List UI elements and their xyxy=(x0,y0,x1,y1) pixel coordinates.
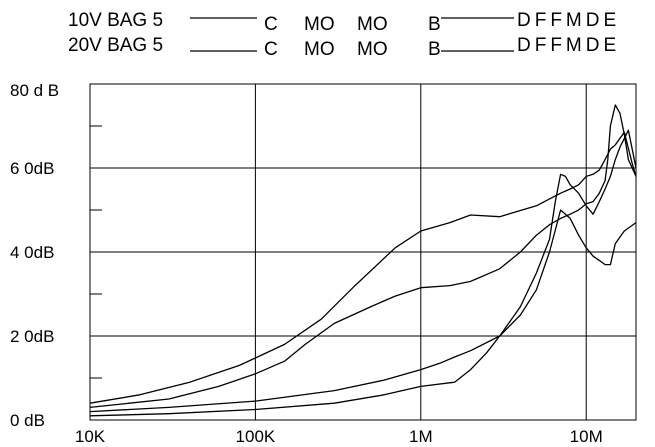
legend-row-2-label-4: B xyxy=(428,39,441,60)
series-line-2 xyxy=(89,104,637,409)
legend-row-1-label-4: B xyxy=(428,14,441,35)
legend-row-2: 20V BAG 5 C MO MO B DFFMDE xyxy=(68,35,620,60)
legend: 10V BAG 5 C MO MO B DFFMDE 20V BAG 5 C M… xyxy=(68,10,620,60)
series-line-4 xyxy=(89,129,637,417)
legend-row-1-label-2: MO xyxy=(304,14,335,35)
plot-area xyxy=(89,83,637,421)
legend-row-1-left: 10V BAG 5 xyxy=(68,10,163,31)
legend-row-2-label-5: DFFMDE xyxy=(517,35,620,56)
legend-row-1-label-3: MO xyxy=(357,14,388,35)
legend-row-2-left: 20V BAG 5 xyxy=(68,35,163,56)
y-tick-label-3: 6 0dB xyxy=(10,159,54,178)
y-tick-label-4: 80 d B xyxy=(10,81,59,100)
x-tick-labels: 10K 100K 1M 10M xyxy=(75,427,603,446)
y-tick-label-0: 0 dB xyxy=(10,411,45,430)
legend-row-2-label-3: MO xyxy=(357,39,388,60)
x-tick-label-1: 100K xyxy=(236,427,276,446)
y-tick-label-2: 4 0dB xyxy=(10,243,54,262)
legend-row-1-label-1: C xyxy=(264,14,278,35)
series-group xyxy=(89,104,637,417)
legend-row-1-label-5: DFFMDE xyxy=(517,10,620,31)
legend-row-2-label-1: C xyxy=(264,39,278,60)
x-tick-label-2: 1M xyxy=(409,427,433,446)
y-tick-labels: 0 dB 2 0dB 4 0dB 6 0dB 80 d B xyxy=(10,81,59,430)
series-line-3 xyxy=(89,209,637,413)
series-line-1 xyxy=(89,131,637,404)
legend-row-1: 10V BAG 5 C MO MO B DFFMDE xyxy=(68,10,620,35)
legend-row-2-label-2: MO xyxy=(304,39,335,60)
x-tick-label-0: 10K xyxy=(75,427,106,446)
y-tick-label-1: 2 0dB xyxy=(10,327,54,346)
x-tick-label-3: 10M xyxy=(570,427,603,446)
